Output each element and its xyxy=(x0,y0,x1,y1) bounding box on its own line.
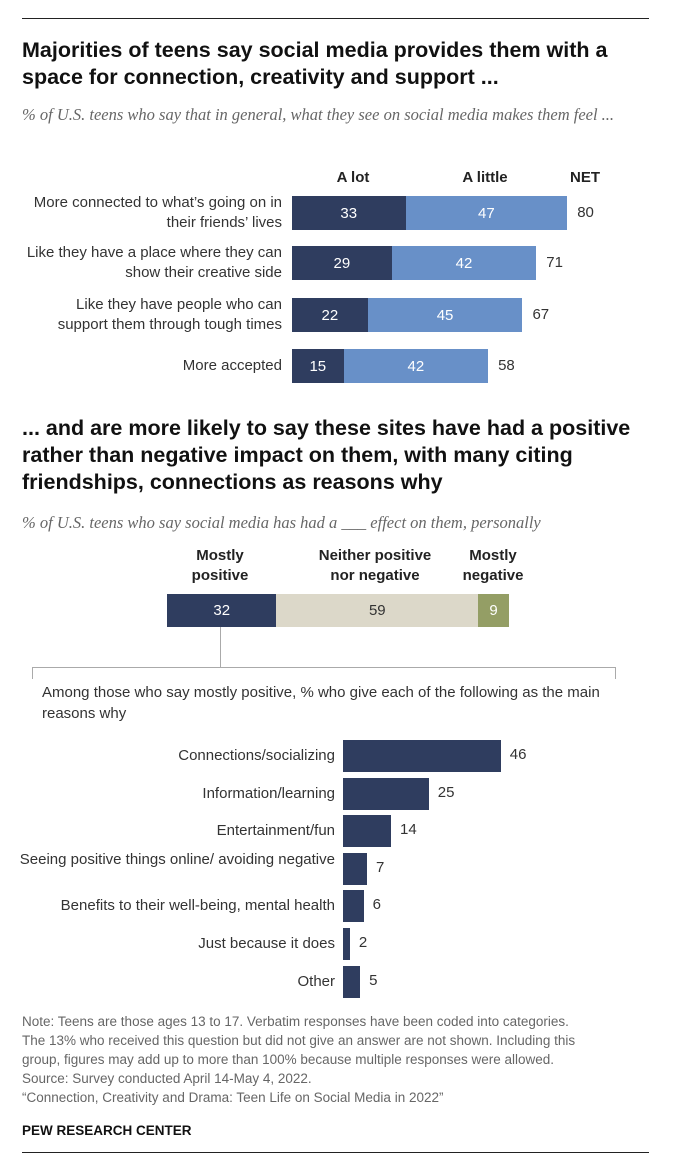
chart2-subtitle: % of U.S. teens who say social media has… xyxy=(22,513,541,532)
chart1-title: Majorities of teens say social media pro… xyxy=(22,38,608,89)
chart3-title: Among those who say mostly positive, % w… xyxy=(42,684,600,722)
net-value: 71 xyxy=(546,254,563,271)
bar-neither: 59 xyxy=(276,594,479,627)
note-line: The 13% who received this question but d… xyxy=(22,1033,576,1048)
reason-value: 14 xyxy=(400,821,417,839)
category-label: More accepted xyxy=(182,357,282,374)
top-rule xyxy=(22,18,649,19)
bar-mostly-positive: 32 xyxy=(167,594,277,627)
reason-label: Connections/socializing xyxy=(178,747,335,764)
bar-a-lot: 33 xyxy=(292,196,406,230)
reason-value: 46 xyxy=(509,746,527,763)
note-line: Note: Teens are those ages 13 to 17. Ver… xyxy=(22,1014,569,1029)
bar-a-little: 47 xyxy=(405,196,568,230)
reason-value: 5 xyxy=(369,971,378,989)
label-mostly-negative: Mostly negative xyxy=(462,547,524,584)
bar-a-little: 42 xyxy=(343,349,489,383)
chart1-subtitle: % of U.S. teens who say that in general,… xyxy=(22,105,615,124)
reason-bar xyxy=(343,740,501,772)
bar-a-little: 42 xyxy=(391,246,537,280)
net-value: 80 xyxy=(577,204,594,221)
reason-bar xyxy=(343,852,367,885)
net-value: 58 xyxy=(498,357,515,374)
legend-a-little: A little xyxy=(462,169,508,186)
reason-label: Just because it does xyxy=(198,935,335,952)
reason-bar xyxy=(343,815,392,848)
bottom-rule xyxy=(22,1152,649,1153)
reason-value: 2 xyxy=(358,934,368,951)
reason-value: 25 xyxy=(437,783,455,801)
reason-bar xyxy=(343,777,429,810)
reason-bar xyxy=(343,965,361,998)
bar-a-lot: 22 xyxy=(292,298,368,332)
category-label: Like they have people who can support th… xyxy=(57,296,282,333)
connector-line xyxy=(220,627,221,667)
bar-mostly-negative: 9 xyxy=(478,594,509,627)
reason-label: Seeing positive things online/ avoiding … xyxy=(19,850,335,868)
legend-a-lot: A lot xyxy=(336,169,370,186)
report-title: “Connection, Creativity and Drama: Teen … xyxy=(22,1090,444,1105)
note: Note: Teens are those ages 13 to 17. Ver… xyxy=(22,1012,672,1107)
reason-bar xyxy=(343,928,350,960)
reason-label: Other xyxy=(297,972,335,990)
reason-label: Benefits to their well-being, mental hea… xyxy=(60,897,335,915)
note-line: group, figures may add up to more than 1… xyxy=(22,1052,555,1067)
net-value: 67 xyxy=(532,306,550,323)
category-label: More connected to what’s going on in the… xyxy=(33,194,282,231)
reason-label: Information/learning xyxy=(202,784,335,802)
category-label: Like they have a place where they can sh… xyxy=(26,244,282,281)
reason-label: Entertainment/fun xyxy=(216,822,335,840)
legend-net: NET xyxy=(570,169,600,186)
bar-a-lot: 29 xyxy=(292,246,392,280)
reason-bar xyxy=(343,890,364,923)
reason-value: 6 xyxy=(372,896,381,914)
source-line: Source: Survey conducted April 14-May 4,… xyxy=(22,1071,312,1086)
reason-value: 7 xyxy=(376,858,385,876)
label-mostly-positive: Mostly positive xyxy=(191,547,249,584)
bracket xyxy=(32,667,616,679)
label-neither: Neither positive nor negative xyxy=(318,547,432,584)
source-org: PEW RESEARCH CENTER xyxy=(22,1123,192,1138)
bar-a-little: 45 xyxy=(367,298,523,332)
chart2-title: ... and are more likely to say these sit… xyxy=(22,416,631,494)
bar-a-lot: 15 xyxy=(292,349,344,383)
